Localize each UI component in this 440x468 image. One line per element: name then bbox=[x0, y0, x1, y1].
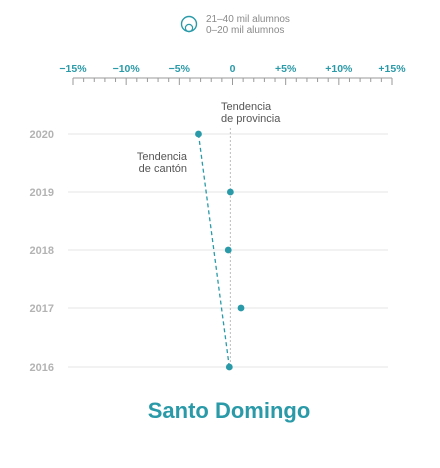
year-label-2018: 2018 bbox=[30, 245, 54, 257]
data-point-2019 bbox=[226, 188, 234, 196]
x-tick-label: 0 bbox=[230, 63, 236, 75]
x-tick-label: +15% bbox=[378, 63, 406, 75]
x-axis: −15% −10% −5% 0 +5% +10% +15% bbox=[59, 63, 406, 85]
data-point-2016 bbox=[225, 363, 233, 371]
x-tick-label: −15% bbox=[59, 63, 87, 75]
small-circle-icon bbox=[184, 23, 194, 33]
year-label-2017: 2017 bbox=[30, 303, 54, 315]
legend: 21–40 mil alumnos 0–20 mil alumnos bbox=[180, 14, 290, 36]
year-gridlines: 2020 2019 2018 2017 2016 bbox=[30, 129, 388, 374]
chart-title: Santo Domingo bbox=[148, 398, 311, 423]
canton-trend-label-line1: Tendencia bbox=[137, 151, 188, 163]
data-point-2017 bbox=[237, 304, 245, 312]
year-label-2016: 2016 bbox=[30, 362, 54, 374]
legend-label-large: 21–40 mil alumnos bbox=[206, 14, 290, 25]
canton-trend-label-line2: de cantón bbox=[139, 163, 187, 175]
year-label-2019: 2019 bbox=[30, 187, 54, 199]
data-points bbox=[195, 130, 245, 371]
data-point-2018 bbox=[224, 246, 232, 254]
x-tick-label: −10% bbox=[113, 63, 141, 75]
data-point-2020 bbox=[195, 130, 202, 138]
x-tick-label: −5% bbox=[169, 63, 191, 75]
province-trend-label-line2: de provincia bbox=[221, 113, 281, 125]
year-label-2020: 2020 bbox=[30, 129, 54, 141]
x-tick-label: +5% bbox=[275, 63, 297, 75]
province-trend-label-line1: Tendencia bbox=[221, 101, 272, 113]
legend-label-small: 0–20 mil alumnos bbox=[206, 25, 284, 36]
x-tick-label: +10% bbox=[325, 63, 353, 75]
